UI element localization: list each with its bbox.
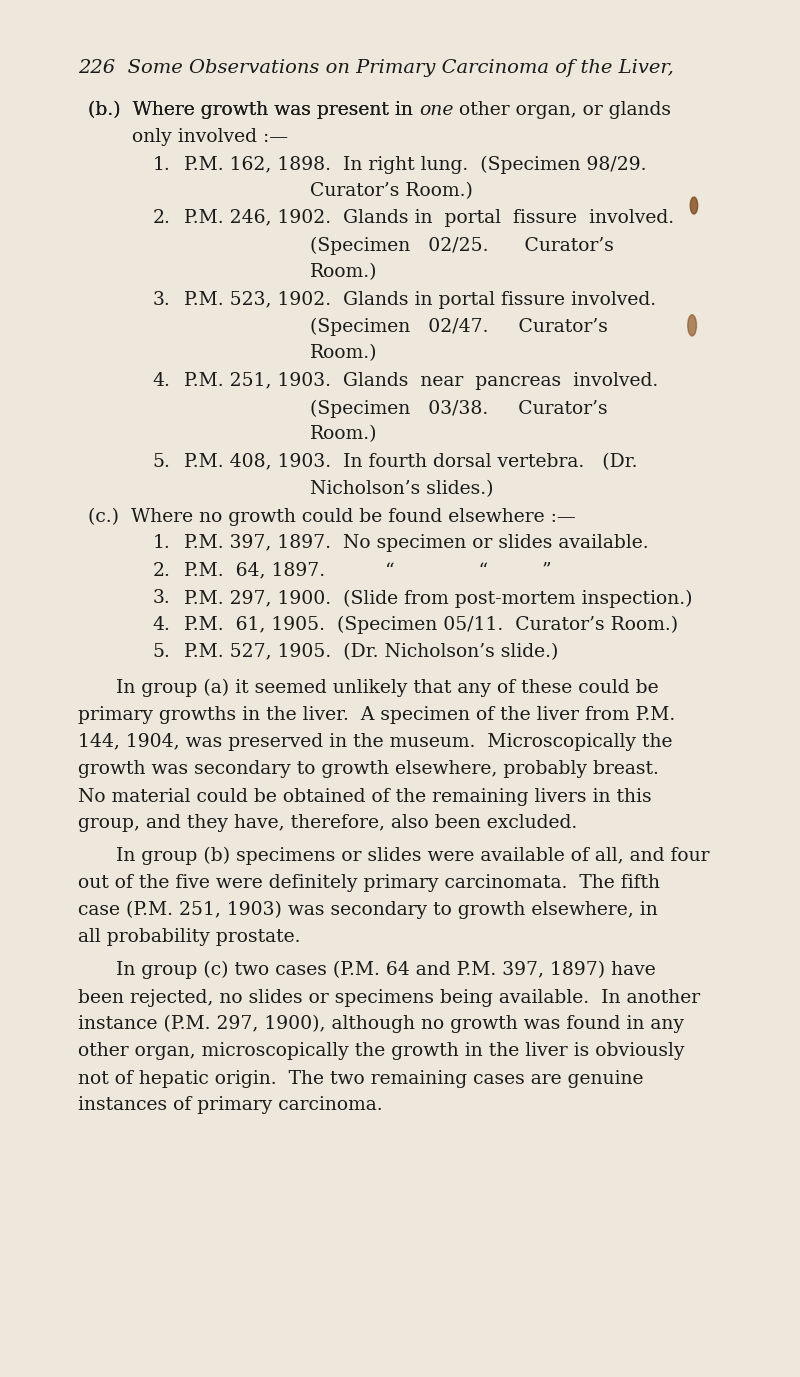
Text: In group (b) specimens or slides were available of all, and four: In group (b) specimens or slides were av… <box>116 847 710 865</box>
Text: 5.: 5. <box>153 643 170 661</box>
Text: No material could be obtained of the remaining livers in this: No material could be obtained of the rem… <box>78 788 652 806</box>
Ellipse shape <box>690 197 698 213</box>
Text: instance (P.M. 297, 1900), although no growth was found in any: instance (P.M. 297, 1900), although no g… <box>78 1015 685 1033</box>
Text: 3.: 3. <box>153 589 170 607</box>
Text: (Specimen   02/25.      Curator’s: (Specimen 02/25. Curator’s <box>310 237 614 255</box>
Text: In group (a) it seemed unlikely that any of these could be: In group (a) it seemed unlikely that any… <box>116 679 658 697</box>
Text: case (P.M. 251, 1903) was secondary to growth elsewhere, in: case (P.M. 251, 1903) was secondary to g… <box>78 901 658 918</box>
Text: P.M. 162, 1898.  In right lung.  (Specimen 98/29.: P.M. 162, 1898. In right lung. (Specimen… <box>184 156 646 174</box>
Text: Room.): Room.) <box>310 425 378 443</box>
Text: (b.)  Where growth was present in: (b.) Where growth was present in <box>88 101 419 118</box>
Text: group, and they have, therefore, also been excluded.: group, and they have, therefore, also be… <box>78 814 578 832</box>
Text: growth was secondary to growth elsewhere, probably breast.: growth was secondary to growth elsewhere… <box>78 760 659 778</box>
Ellipse shape <box>688 315 697 336</box>
Text: (Specimen   03/38.     Curator’s: (Specimen 03/38. Curator’s <box>310 399 608 417</box>
Text: not of hepatic origin.  The two remaining cases are genuine: not of hepatic origin. The two remaining… <box>78 1070 644 1088</box>
Text: only involved :—: only involved :— <box>132 128 288 146</box>
Text: P.M. 397, 1897.  No specimen or slides available.: P.M. 397, 1897. No specimen or slides av… <box>184 534 649 552</box>
Text: 5.: 5. <box>153 453 170 471</box>
Text: P.M. 246, 1902.  Glands in  portal  fissure  involved.: P.M. 246, 1902. Glands in portal fissure… <box>184 209 674 227</box>
Text: other organ, or glands: other organ, or glands <box>454 101 671 118</box>
Text: 144, 1904, was preserved in the museum.  Microscopically the: 144, 1904, was preserved in the museum. … <box>78 733 673 750</box>
Text: Room.): Room.) <box>310 344 378 362</box>
Text: 1.: 1. <box>153 534 170 552</box>
Text: P.M.  64, 1897.          “              “         ”: P.M. 64, 1897. “ “ ” <box>184 562 552 580</box>
Text: 2.: 2. <box>153 209 170 227</box>
Text: P.M.  61, 1905.  (Specimen 05/11.  Curator’s Room.): P.M. 61, 1905. (Specimen 05/11. Curator’… <box>184 616 678 633</box>
Text: P.M. 251, 1903.  Glands  near  pancreas  involved.: P.M. 251, 1903. Glands near pancreas inv… <box>184 372 658 390</box>
Text: Nicholson’s slides.): Nicholson’s slides.) <box>310 481 494 498</box>
Text: one: one <box>419 101 454 118</box>
Text: 4.: 4. <box>153 372 170 390</box>
Text: primary growths in the liver.  A specimen of the liver from P.M.: primary growths in the liver. A specimen… <box>78 706 676 724</box>
Text: been rejected, no slides or specimens being available.  In another: been rejected, no slides or specimens be… <box>78 989 701 1007</box>
Text: other organ, microscopically the growth in the liver is obviously: other organ, microscopically the growth … <box>78 1042 685 1060</box>
Text: instances of primary carcinoma.: instances of primary carcinoma. <box>78 1096 383 1114</box>
Text: P.M. 527, 1905.  (Dr. Nicholson’s slide.): P.M. 527, 1905. (Dr. Nicholson’s slide.) <box>184 643 558 661</box>
Text: P.M. 297, 1900.  (Slide from post-mortem inspection.): P.M. 297, 1900. (Slide from post-mortem … <box>184 589 693 607</box>
Text: Room.): Room.) <box>310 263 378 281</box>
Text: 2.: 2. <box>153 562 170 580</box>
Text: (Specimen   02/47.     Curator’s: (Specimen 02/47. Curator’s <box>310 318 608 336</box>
Text: (b.)  Where growth was present in: (b.) Where growth was present in <box>88 101 419 118</box>
Text: (c.)  Where no growth could be found elsewhere :—: (c.) Where no growth could be found else… <box>88 508 576 526</box>
Text: Curator’s Room.): Curator’s Room.) <box>310 182 474 200</box>
Text: 4.: 4. <box>153 616 170 633</box>
Text: 3.: 3. <box>153 291 170 308</box>
Text: 1.: 1. <box>153 156 170 174</box>
Text: out of the five were definitely primary carcinomata.  The fifth: out of the five were definitely primary … <box>78 874 661 892</box>
Text: In group (c) two cases (P.M. 64 and P.M. 397, 1897) have: In group (c) two cases (P.M. 64 and P.M.… <box>116 961 656 979</box>
Text: all probability prostate.: all probability prostate. <box>78 928 301 946</box>
Text: P.M. 523, 1902.  Glands in portal fissure involved.: P.M. 523, 1902. Glands in portal fissure… <box>184 291 656 308</box>
Text: P.M. 408, 1903.  In fourth dorsal vertebra.   (Dr.: P.M. 408, 1903. In fourth dorsal vertebr… <box>184 453 638 471</box>
Text: 226  Some Observations on Primary Carcinoma of the Liver,: 226 Some Observations on Primary Carcino… <box>78 59 674 77</box>
